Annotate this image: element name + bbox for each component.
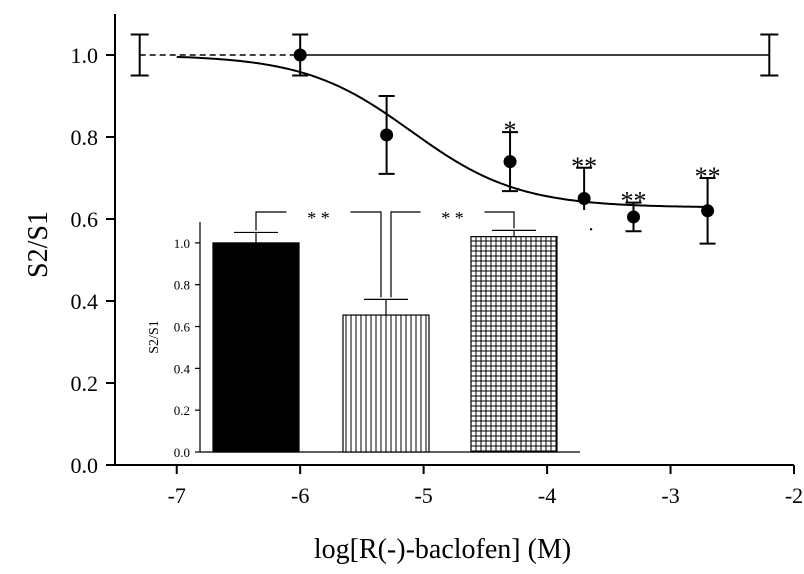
x-tick-label: -2 [785, 483, 803, 508]
significance-label: * [504, 116, 517, 145]
significance-label: ** [621, 187, 647, 216]
data-point [701, 204, 715, 218]
x-tick-label: -6 [291, 483, 309, 508]
bar [470, 236, 558, 453]
y-tick-label: 0.8 [71, 125, 99, 150]
x-tick-label: -4 [538, 483, 556, 508]
fit-curve [176, 55, 708, 208]
x-axis-title: log[R(-)-baclofen] (M) [314, 534, 571, 565]
inset-significance-label: * * [307, 208, 330, 228]
significance-bracket [350, 211, 382, 298]
significance-bracket [255, 211, 287, 231]
inset-significance-label: * * [441, 208, 464, 228]
inset-y-axis-title: S2/S1 [147, 320, 162, 353]
inset-y-tick-label: 0.4 [174, 361, 191, 376]
data-point [380, 128, 394, 142]
inset-bar-chart: 0.0 0.2 0.4 0.6 0.8 1.0 S2/S1 * * * * [130, 208, 590, 460]
inset-y-tick-label: 0.0 [174, 445, 190, 460]
inset-y-tick-label: 1.0 [174, 236, 190, 251]
x-tick-label: -7 [168, 483, 186, 508]
data-point [503, 155, 517, 169]
y-tick-label: 0.0 [71, 453, 99, 478]
significance-bracket [390, 211, 421, 298]
y-tick-label: 0.6 [71, 207, 99, 232]
y-tick-label: 0.4 [71, 289, 99, 314]
significance-label: ** [571, 152, 597, 181]
data-point [293, 48, 307, 62]
y-tick-label: 1.0 [71, 43, 99, 68]
x-tick-label: -5 [414, 483, 432, 508]
inset-y-tick-label: 0.8 [174, 278, 190, 293]
inset-y-tick-label: 0.2 [174, 403, 190, 418]
y-tick-label: 0.2 [71, 371, 99, 396]
bar [342, 314, 430, 453]
x-tick-label: -3 [661, 483, 679, 508]
inset-y-tick-label: 0.6 [174, 320, 191, 335]
bar [212, 242, 300, 453]
data-point [627, 210, 641, 224]
y-axis-title: S2/S1 [23, 211, 54, 278]
significance-bracket [484, 211, 515, 229]
data-point [577, 192, 591, 205]
main-plot: -7 -6 -5 -4 -3 -2 0.0 0.2 0.4 0.6 0.8 1.0 log[R(-)-b… [23, 14, 803, 565]
significance-label: ** [695, 162, 721, 191]
